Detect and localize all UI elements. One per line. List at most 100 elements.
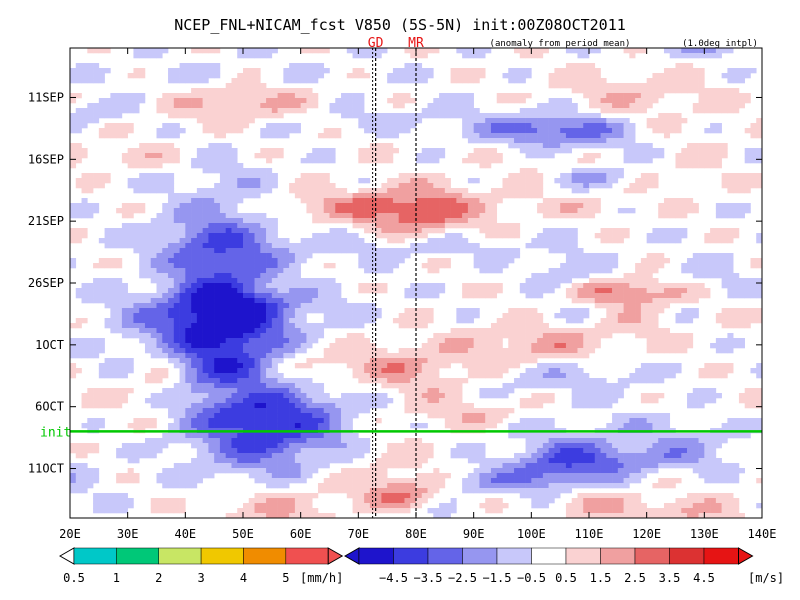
field-cell [289, 398, 296, 404]
field-cell [640, 368, 647, 374]
field-cell [531, 188, 538, 194]
field-cell [277, 103, 284, 109]
field-cell [306, 358, 313, 364]
field-cell [554, 138, 561, 144]
field-cell [704, 273, 711, 279]
field-cell [473, 283, 480, 289]
field-cell [266, 48, 273, 54]
field-cell [352, 98, 359, 104]
field-cell [214, 408, 221, 414]
field-cell [87, 48, 94, 54]
field-cell [185, 383, 192, 389]
field-cell [594, 168, 601, 174]
field-cell [196, 218, 203, 224]
field-cell [462, 53, 469, 59]
field-cell [254, 213, 261, 219]
field-cell [121, 108, 128, 114]
field-cell [260, 358, 267, 364]
field-cell [687, 313, 694, 319]
field-cell [663, 68, 671, 74]
field-cell [439, 183, 446, 189]
field-cell [312, 178, 319, 184]
field-cell [173, 78, 180, 84]
field-cell [248, 193, 255, 199]
field-cell [421, 148, 428, 154]
field-cell [600, 278, 607, 284]
field-cell [144, 338, 152, 344]
field-cell [698, 73, 705, 79]
field-cell [704, 388, 711, 394]
field-cell [162, 183, 169, 189]
field-cell [416, 388, 423, 394]
field-cell [698, 48, 705, 54]
field-cell [410, 313, 417, 319]
field-cell [473, 348, 480, 354]
field-cell [392, 178, 399, 184]
field-cell [369, 208, 376, 214]
field-cell [254, 373, 261, 379]
field-cell [698, 93, 705, 99]
field-cell [260, 253, 267, 259]
field-cell [243, 313, 250, 319]
field-cell [294, 248, 301, 254]
field-cell [669, 238, 676, 244]
field-cell [243, 328, 250, 334]
field-cell [214, 323, 221, 329]
field-cell [283, 273, 290, 279]
field-cell [444, 258, 451, 264]
field-cell [525, 383, 532, 389]
field-cell [589, 268, 596, 274]
field-cell [715, 123, 722, 129]
field-cell [427, 153, 434, 159]
field-cell [727, 98, 734, 104]
field-cell [369, 313, 376, 319]
field-cell [179, 248, 186, 254]
field-cell [542, 123, 549, 129]
field-cell [156, 228, 163, 234]
field-cell [750, 178, 757, 184]
field-cell [537, 173, 544, 179]
field-cell [733, 308, 740, 314]
field-cell [254, 403, 261, 409]
field-cell [208, 193, 215, 199]
field-cell [565, 228, 572, 234]
field-cell [427, 308, 434, 314]
field-cell [127, 293, 134, 299]
field-cell [364, 373, 371, 379]
field-cell [600, 378, 607, 384]
field-cell [485, 123, 492, 129]
field-cell [346, 243, 353, 249]
field-cell [185, 278, 192, 284]
field-cell [496, 318, 503, 324]
field-cell [375, 123, 382, 129]
field-cell [381, 373, 388, 379]
field-cell [652, 308, 659, 314]
field-cell [335, 233, 342, 239]
field-cell [733, 203, 740, 209]
field-cell [323, 398, 330, 404]
field-cell [387, 263, 394, 269]
field-cell [364, 358, 371, 364]
field-cell [70, 78, 77, 84]
field-cell [433, 238, 440, 244]
field-cell [144, 238, 152, 244]
field-cell [387, 128, 394, 134]
field-cell [191, 108, 198, 114]
field-cell [421, 308, 428, 314]
field-cell [237, 288, 244, 294]
field-cell [398, 348, 405, 354]
field-cell [577, 403, 584, 409]
field-cell [421, 68, 428, 74]
field-cell [150, 303, 157, 309]
field-cell [502, 313, 509, 319]
field-cell [219, 113, 226, 119]
field-cell [196, 343, 203, 349]
field-cell [266, 218, 273, 224]
field-cell [139, 243, 146, 249]
field-cell [658, 373, 665, 379]
field-cell [225, 393, 232, 399]
field-cell [121, 388, 128, 394]
field-cell [127, 363, 134, 369]
field-cell [589, 73, 596, 79]
field-cell [70, 258, 77, 264]
